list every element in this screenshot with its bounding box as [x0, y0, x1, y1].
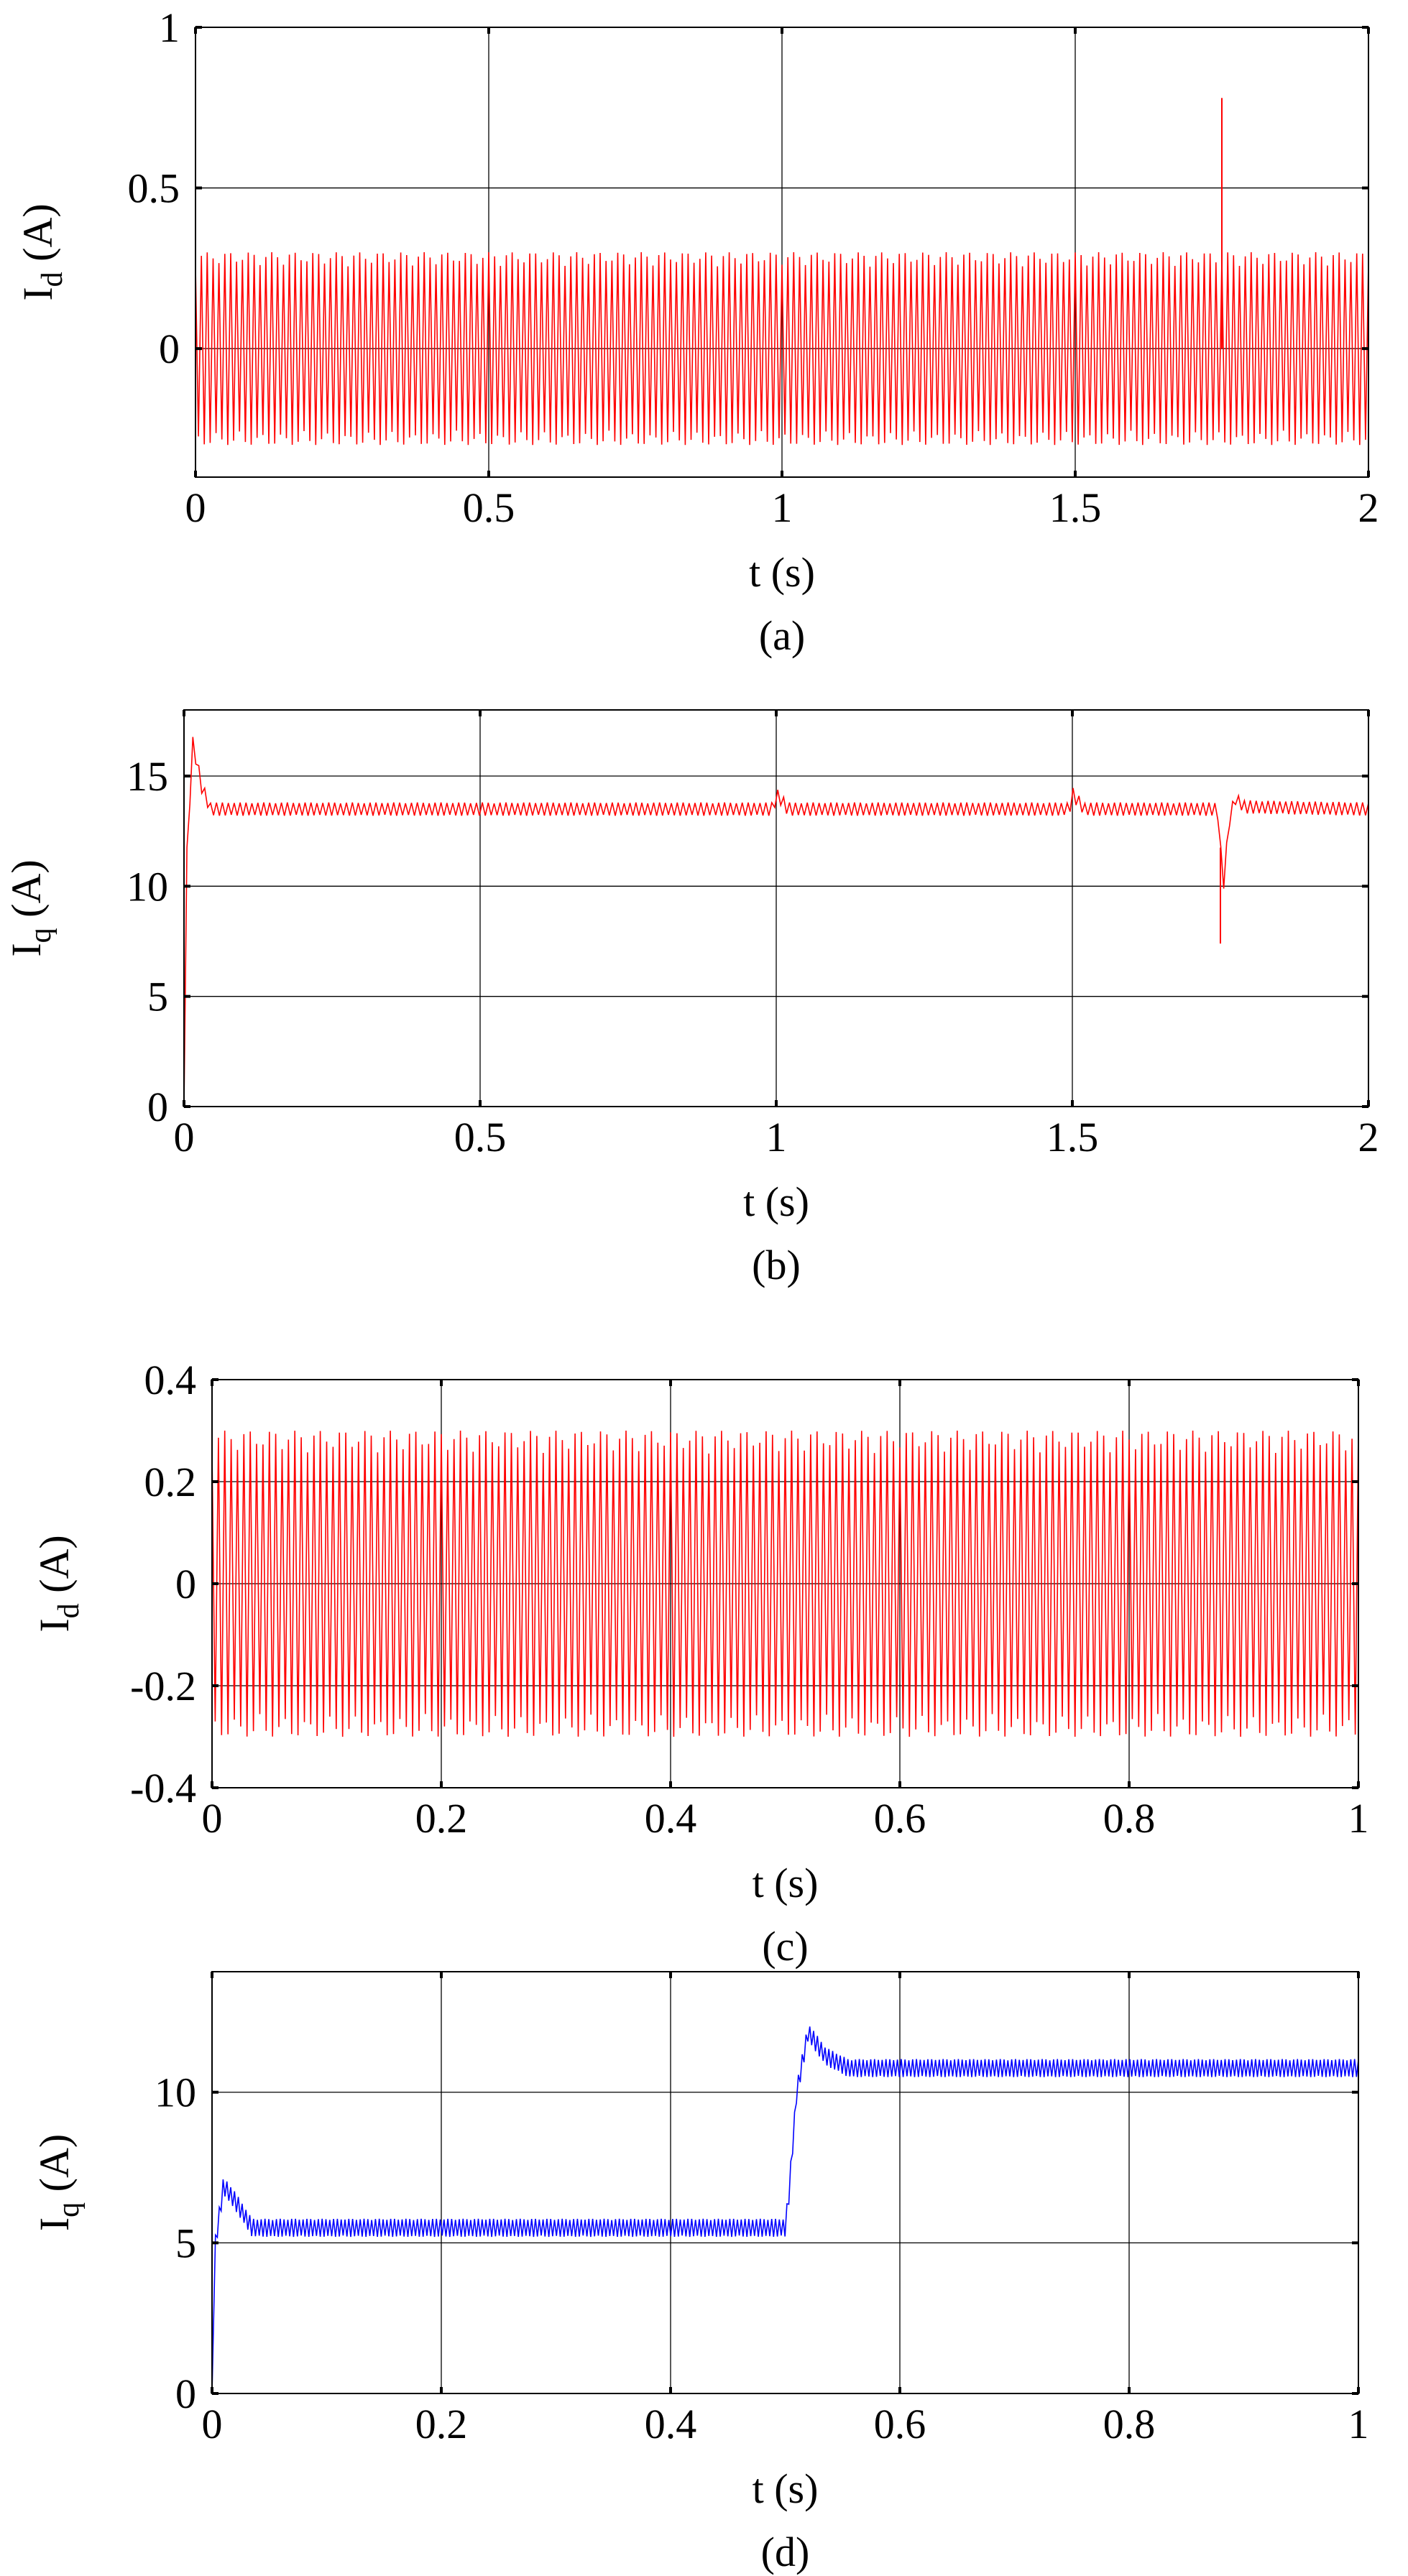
x-tick-label: 0.2 — [415, 2401, 468, 2447]
series-line — [195, 251, 1369, 446]
chart-panel-1: 0 0.5 1 1.5 2 0 0.5 1 t (s) (a) Id (A) — [14, 4, 1379, 659]
panel-label: (a) — [759, 612, 805, 659]
y-tick-label: 0 — [175, 1561, 196, 1607]
y-axis-label-subscript: q — [52, 2202, 86, 2217]
x-tick-label: 0.8 — [1103, 2401, 1156, 2447]
y-axis-label-subscript: d — [52, 1603, 86, 1618]
series-line — [211, 2026, 1359, 2394]
x-tick-label: 1.5 — [1049, 484, 1102, 531]
y-axis-label: Iq (A) — [3, 859, 57, 956]
y-tick-label: 5 — [147, 974, 168, 1020]
x-tick-label: 0 — [185, 484, 206, 531]
x-tick-label: 2 — [1358, 484, 1379, 531]
chart-panel-3: 0 0.2 0.4 0.6 0.8 1 -0.4 -0.2 0 0.2 0.4 t (s) (c) Id … — [31, 1357, 1369, 1970]
y-axis-label-main: I — [31, 2217, 78, 2231]
y-axis-label-subscript: q — [24, 928, 57, 943]
plot-area — [212, 1972, 1358, 2393]
x-tick-label: 2 — [1358, 1114, 1379, 1160]
x-tick-label: 1 — [772, 484, 793, 531]
x-tick-label: 0.6 — [874, 2401, 926, 2447]
y-axis-label-main: I — [31, 1618, 78, 1632]
chart-panel-2: 0 0.5 1 1.5 2 0 5 10 15 t (s) (b) Iq (A) — [3, 709, 1379, 1288]
series-line — [211, 1430, 1359, 1737]
x-tick-label: 0.8 — [1103, 1795, 1156, 1842]
x-tick-label: 0.5 — [454, 1114, 507, 1160]
x-tick-label: 0 — [174, 1114, 195, 1160]
x-tick-label: 1 — [1348, 2401, 1369, 2447]
y-tick-label: 0.2 — [144, 1459, 197, 1505]
y-axis-label-subscript: d — [36, 272, 69, 287]
y-tick-label: -0.4 — [130, 1765, 196, 1811]
panel-label: (b) — [752, 1242, 801, 1288]
y-axis-label-main: I — [3, 943, 50, 956]
x-axis-label: t (s) — [743, 1178, 809, 1225]
y-tick-label: 1 — [159, 4, 180, 51]
y-tick-label: -0.2 — [130, 1663, 196, 1709]
y-axis-label: Id (A) — [14, 203, 69, 300]
y-axis-label-main: I — [14, 287, 61, 300]
axes-box — [211, 1971, 1359, 2394]
y-tick-label: 10 — [155, 2069, 196, 2116]
y-tick-label: 0 — [147, 1084, 168, 1130]
y-tick-label: 10 — [126, 863, 168, 910]
x-tick-label: 0.4 — [645, 2401, 697, 2447]
x-tick-label: 1 — [766, 1114, 787, 1160]
panel-label: (d) — [761, 2529, 810, 2575]
x-tick-label: 0 — [202, 1795, 223, 1842]
x-tick-label: 1.5 — [1046, 1114, 1099, 1160]
y-tick-label: 15 — [126, 753, 168, 800]
x-tick-label: 1 — [1348, 1795, 1369, 1842]
y-axis-label-unit: (A) — [3, 859, 50, 928]
x-tick-label: 0.2 — [415, 1795, 468, 1842]
y-tick-label: 5 — [175, 2220, 196, 2266]
x-tick-label: 0.4 — [645, 1795, 697, 1842]
y-axis-label: Id (A) — [31, 1535, 86, 1632]
panel-label: (c) — [762, 1923, 808, 1970]
x-tick-label: 0 — [202, 2401, 223, 2447]
y-axis-label-unit: (A) — [31, 1535, 78, 1603]
y-tick-label: 0 — [175, 2370, 196, 2417]
y-axis-label-unit: (A) — [31, 2134, 78, 2202]
y-tick-label: 0.4 — [144, 1357, 197, 1403]
x-tick-label: 0.6 — [874, 1795, 926, 1842]
series-line — [183, 737, 1369, 1107]
x-axis-label: t (s) — [753, 2465, 819, 2512]
y-tick-label: 0.5 — [128, 165, 180, 212]
x-axis-label: t (s) — [753, 1860, 819, 1906]
y-axis-label-unit: (A) — [14, 203, 61, 272]
y-tick-label: 0 — [159, 326, 180, 372]
x-axis-label: t (s) — [749, 549, 815, 596]
x-tick-label: 0.5 — [463, 484, 515, 531]
y-axis-label: Iq (A) — [31, 2134, 86, 2231]
